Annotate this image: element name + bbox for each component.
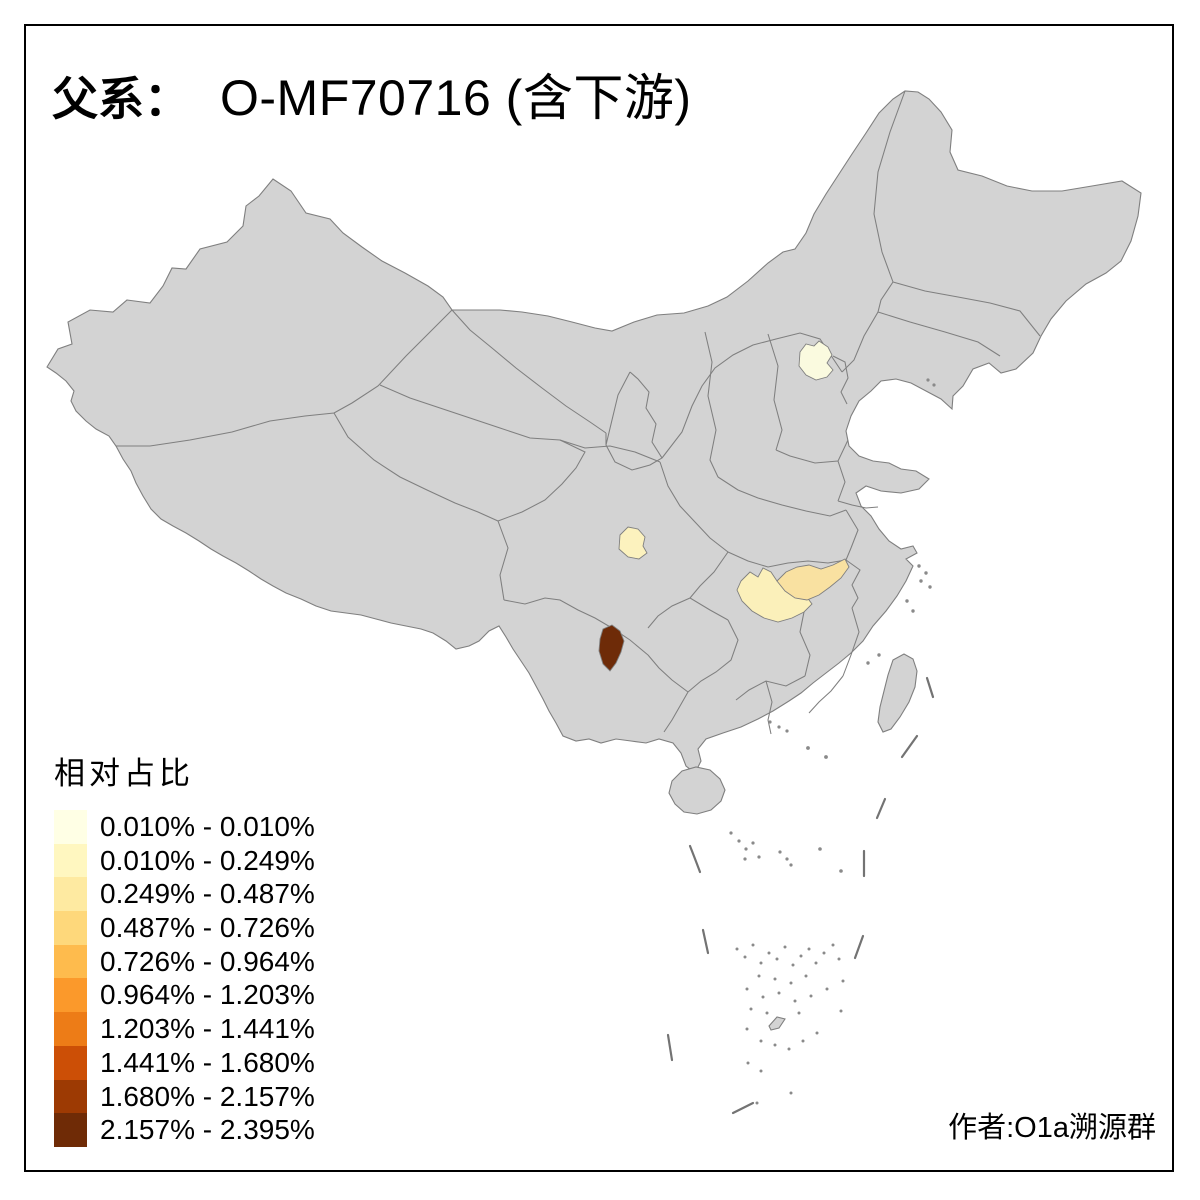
province-borders-south (503, 509, 861, 735)
title-prefix: 父系： (52, 74, 190, 125)
province-borders-north (451, 309, 843, 471)
legend-swatch (54, 1079, 87, 1114)
legend-label: 0.964% - 1.203% (100, 979, 315, 1011)
province-borders (116, 90, 1041, 735)
legend-label: 1.441% - 1.680% (100, 1046, 315, 1078)
legend-label: 1.203% - 1.441% (100, 1013, 315, 1045)
region-northeast-hunan (776, 558, 850, 601)
legend-label: 0.010% - 0.010% (100, 811, 315, 842)
legend-label: 2.157% - 2.395% (100, 1114, 315, 1146)
legend-label: 0.010% - 0.249% (100, 844, 315, 876)
taiwan-island (877, 653, 918, 733)
legend-item: 0.249% - 0.487% (54, 877, 315, 912)
legend-swatch (54, 843, 87, 878)
region-beijing (798, 340, 834, 381)
legend-swatch (54, 1012, 87, 1046)
legend-swatch (54, 810, 87, 844)
legend-swatch (54, 1045, 87, 1080)
legend-swatch (54, 944, 87, 979)
dash-segment (688, 844, 702, 874)
title-haplogroup: O-MF70716 (含下游) (220, 70, 692, 126)
legend-swatch (54, 911, 87, 945)
dash-segment (900, 734, 919, 759)
province-borders-west (116, 309, 586, 601)
highlighted-regions (598, 340, 850, 672)
island-dots (729, 378, 936, 1105)
south-sea-islet (768, 1016, 786, 1031)
legend-swatch (54, 877, 87, 912)
dash-segment (875, 797, 887, 820)
legend-item: 2.157% - 2.395% (54, 1113, 315, 1147)
legend-item: 0.726% - 0.964% (54, 944, 315, 979)
nine-dash-line (666, 676, 935, 1115)
legend: 相对占比 0.010% - 0.010% 0.010% - 0.249% 0.2… (54, 748, 315, 1147)
province-borders-northeast (832, 90, 1041, 405)
dash-segment (925, 676, 935, 699)
legend-item: 1.203% - 1.441% (54, 1012, 315, 1046)
dash-segment (701, 928, 710, 955)
dash-segment (731, 1101, 755, 1115)
legend-swatch (54, 1113, 87, 1147)
legend-label: 1.680% - 2.157% (100, 1080, 315, 1112)
dash-segment (853, 934, 865, 960)
region-chengdu (618, 526, 648, 560)
legend-item: 1.680% - 2.157% (54, 1079, 315, 1114)
hainan-island (668, 766, 726, 815)
attribution: 作者:O1a溯源群 (948, 1112, 1156, 1144)
province-borders-center (559, 331, 879, 568)
legend-rows: 0.010% - 0.010% 0.010% - 0.249% 0.249% -… (54, 810, 315, 1147)
map-title: 父系： O-MF70716 (含下游) (52, 58, 691, 130)
china-mainland (46, 90, 1142, 774)
region-west-yunnan (598, 624, 625, 672)
legend-swatch (54, 978, 87, 1013)
region-north-hunan (736, 567, 813, 623)
land-group (46, 90, 1142, 1031)
legend-item: 0.487% - 0.726% (54, 911, 315, 945)
legend-item: 0.010% - 0.249% (54, 843, 315, 878)
dash-segment (666, 1033, 674, 1062)
legend-title: 相对占比 (54, 756, 194, 791)
legend-item: 0.010% - 0.010% (54, 810, 315, 844)
legend-item: 1.441% - 1.680% (54, 1045, 315, 1080)
legend-label: 0.726% - 0.964% (100, 945, 315, 977)
legend-label: 0.249% - 0.487% (100, 878, 315, 910)
legend-item: 0.964% - 1.203% (54, 978, 315, 1013)
legend-label: 0.487% - 0.726% (100, 912, 315, 944)
